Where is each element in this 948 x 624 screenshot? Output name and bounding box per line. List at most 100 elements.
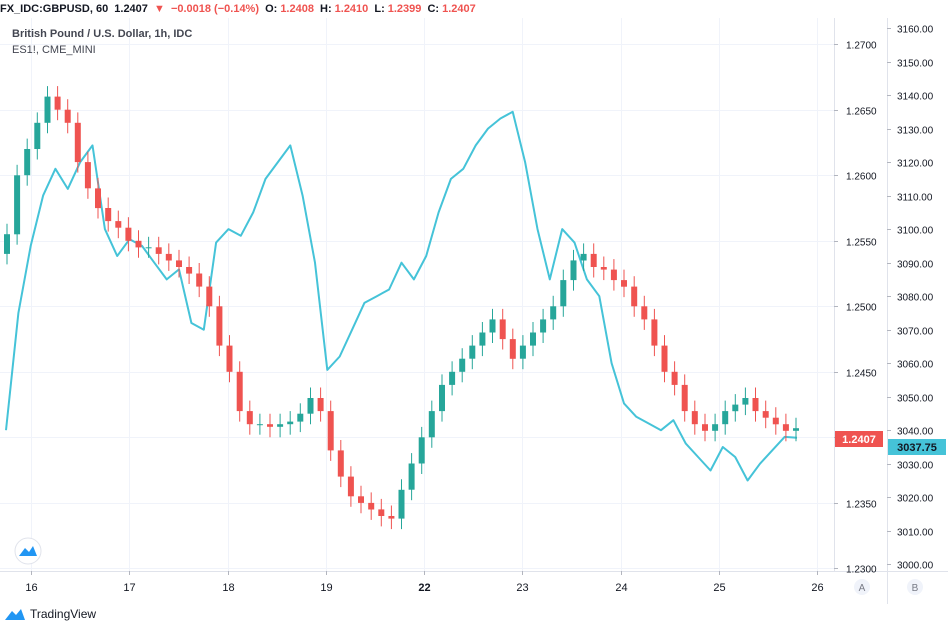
candle: [661, 335, 668, 383]
candle: [206, 276, 213, 317]
candle: [772, 407, 779, 435]
candle: [24, 138, 31, 186]
footer: TradingView: [4, 604, 96, 624]
candle: [732, 394, 739, 422]
candle-body: [398, 489, 405, 519]
time-axis-tick-label: 16: [25, 582, 37, 594]
compare-series-legend[interactable]: ES1!, CME_MINI: [12, 44, 96, 56]
tradingview-watermark-icon[interactable]: [14, 537, 42, 565]
candle-body: [267, 424, 273, 427]
tradingview-logo-icon[interactable]: [4, 607, 26, 621]
candle: [499, 308, 506, 350]
candle: [267, 413, 273, 438]
candle: [408, 453, 415, 501]
candle-body: [64, 109, 71, 123]
candle-body: [641, 306, 648, 320]
candle-body: [540, 319, 547, 333]
high-value: 1.2410: [334, 3, 369, 15]
candle: [44, 86, 51, 134]
candle: [479, 322, 486, 357]
time-scale[interactable]: 16 17 18 19 22 23 24 25 26: [25, 571, 824, 594]
candle-body: [145, 247, 152, 249]
candle: [277, 413, 284, 438]
candle-body: [691, 411, 698, 425]
candle-body: [428, 411, 435, 438]
candle-body: [560, 280, 567, 307]
candle-body: [74, 122, 81, 163]
candle: [378, 498, 385, 527]
candle: [368, 492, 375, 520]
right-axis-tick-label: 3130.00: [897, 126, 934, 137]
candle-body: [489, 319, 496, 333]
left-axis-tick-label: 1.2700: [846, 41, 877, 52]
right-axis-tick-label: 3150.00: [897, 59, 934, 70]
chart-area[interactable]: British Pound / U.S. Dollar, 1h, IDC ES1…: [0, 18, 948, 604]
symbol-name[interactable]: FX_IDC:GBPUSD, 60: [0, 3, 109, 15]
candle: [702, 413, 708, 442]
candle: [287, 411, 294, 435]
tradingview-brand[interactable]: TradingView: [30, 607, 97, 621]
candle-body: [762, 411, 769, 418]
candle: [347, 466, 354, 507]
candle: [449, 361, 456, 396]
candle: [14, 164, 21, 245]
candle: [196, 263, 203, 298]
candle: [216, 295, 223, 357]
time-axis-tick-label: 22: [418, 582, 430, 594]
candle-body: [176, 260, 182, 267]
candle-body: [358, 496, 364, 503]
symbol-header: FX_IDC:GBPUSD, 60 1.2407 ▼ −0.0018 (−0.1…: [0, 0, 948, 18]
candle-body: [155, 247, 162, 254]
candle-body: [287, 421, 294, 425]
candle: [580, 243, 587, 271]
candle: [519, 335, 526, 370]
scale-button-a-label[interactable]: A: [859, 583, 866, 594]
candle: [95, 177, 101, 219]
candle: [793, 417, 799, 442]
candle: [186, 256, 193, 284]
candle: [418, 426, 425, 474]
candle-body: [722, 411, 729, 425]
plot-background[interactable]: [0, 18, 834, 571]
candle-body: [54, 96, 61, 110]
candle-body: [793, 428, 799, 431]
candle-body: [782, 424, 789, 431]
candle-body: [165, 253, 172, 261]
candle-body: [226, 345, 233, 372]
right-axis-tick-label: 3040.00: [897, 427, 934, 438]
candle: [84, 151, 91, 199]
left-axis-tick-label: 1.2550: [846, 238, 877, 249]
left-axis-tick-label: 1.2450: [846, 369, 877, 380]
candle-body: [388, 516, 395, 519]
candle-body: [236, 371, 243, 412]
time-axis-tick-label: 24: [615, 582, 627, 594]
candle-body: [256, 424, 263, 426]
candle-body: [418, 437, 425, 464]
candle: [176, 249, 182, 278]
candle-body: [368, 502, 375, 510]
scale-button-b-label[interactable]: B: [912, 583, 919, 594]
gbpusd-candles: [4, 86, 799, 530]
main-series-legend[interactable]: British Pound / U.S. Dollar, 1h, IDC: [12, 28, 192, 40]
candle: [782, 413, 789, 442]
candle: [145, 236, 152, 258]
candle: [34, 112, 41, 160]
candle-body: [277, 424, 284, 427]
candle-body: [651, 319, 658, 346]
candle: [681, 374, 688, 422]
candle: [489, 308, 496, 343]
gbpusd-last-price-tag: [835, 431, 883, 447]
es1-price-scale[interactable]: 3000.00 3010.00 3020.00 3030.00 3040.00 3050.…: [887, 25, 934, 572]
candle: [388, 505, 395, 530]
candle: [621, 269, 627, 298]
candle-body: [84, 162, 91, 189]
candle: [54, 86, 61, 121]
gbpusd-price-scale[interactable]: 1.23001.23501.24001.24501.25001.25501.26…: [834, 41, 877, 576]
open-value: 1.2408: [280, 3, 314, 15]
time-axis-tick-label: 17: [123, 582, 135, 594]
change-down-icon: ▼: [153, 3, 165, 15]
candle-body: [702, 424, 708, 431]
scale-button-a[interactable]: [854, 579, 870, 595]
scale-button-b[interactable]: [907, 579, 923, 595]
left-axis-tick-label: 1.2500: [846, 303, 877, 314]
